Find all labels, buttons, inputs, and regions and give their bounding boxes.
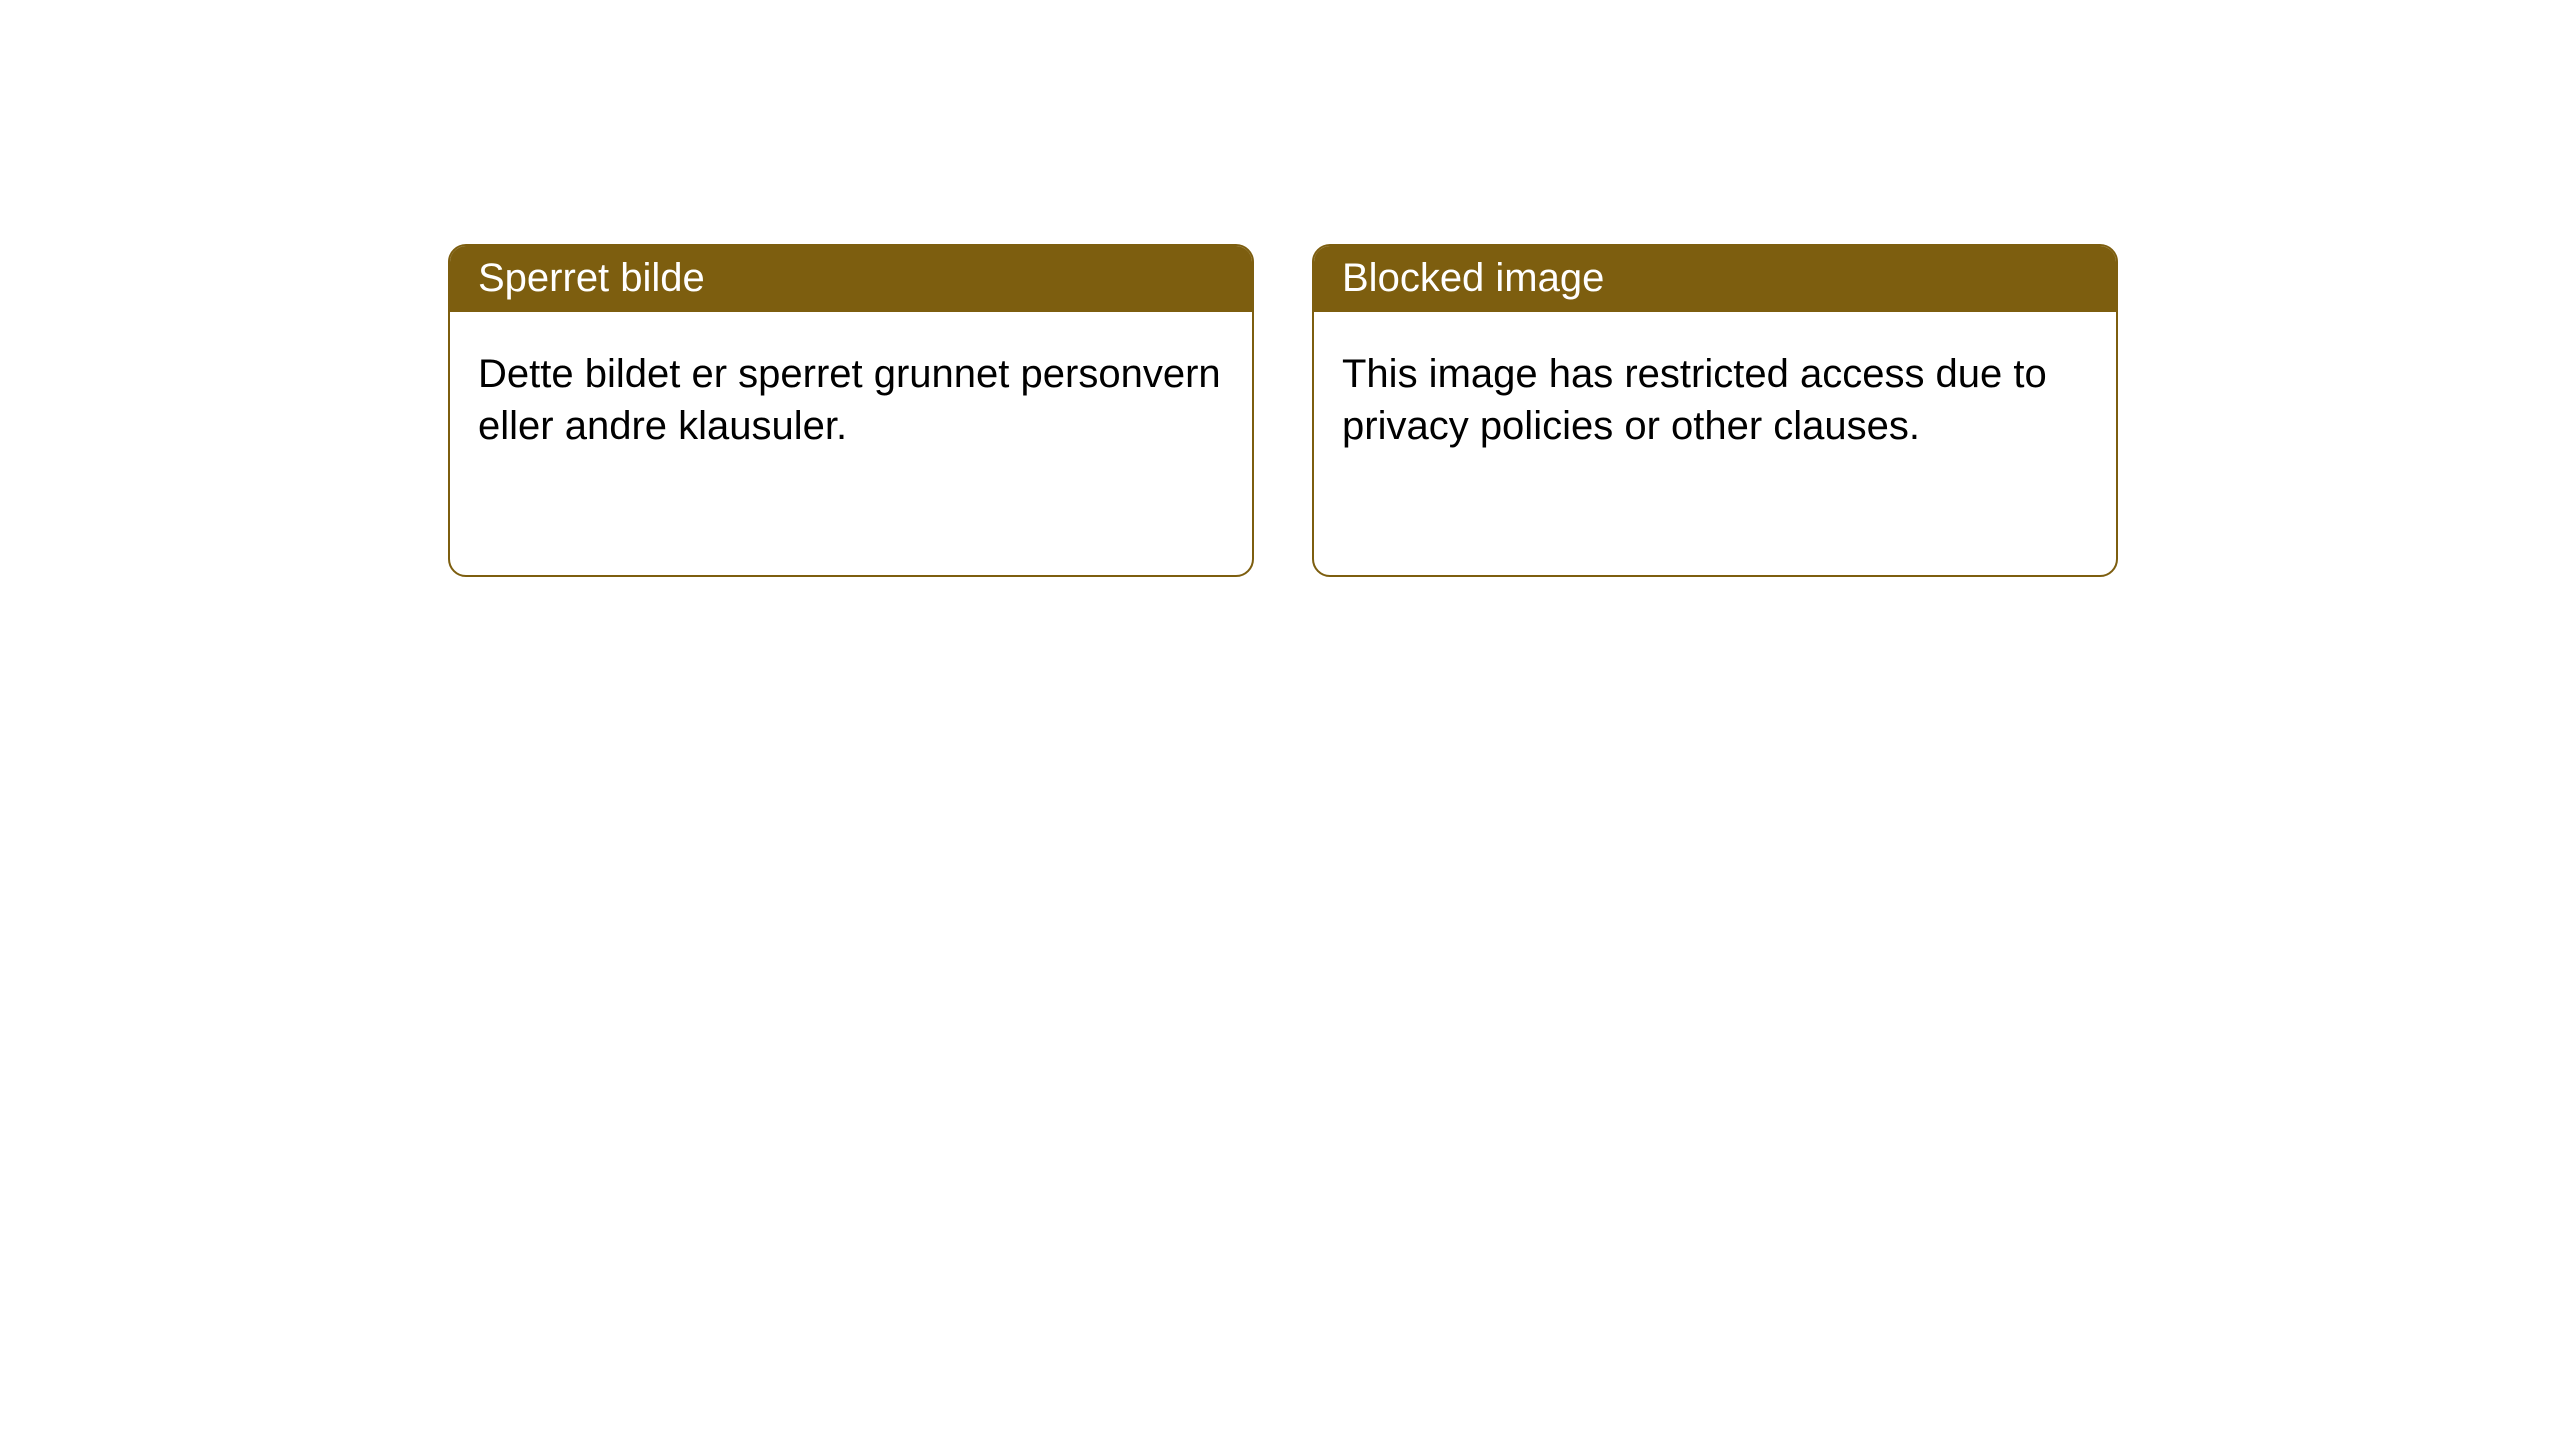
notice-body-norwegian: Dette bildet er sperret grunnet personve… xyxy=(450,312,1252,488)
notice-card-english: Blocked image This image has restricted … xyxy=(1312,244,2118,577)
notice-header-norwegian: Sperret bilde xyxy=(450,246,1252,312)
notice-body-english: This image has restricted access due to … xyxy=(1314,312,2116,488)
notice-header-english: Blocked image xyxy=(1314,246,2116,312)
notice-card-norwegian: Sperret bilde Dette bildet er sperret gr… xyxy=(448,244,1254,577)
notice-container: Sperret bilde Dette bildet er sperret gr… xyxy=(0,0,2560,577)
